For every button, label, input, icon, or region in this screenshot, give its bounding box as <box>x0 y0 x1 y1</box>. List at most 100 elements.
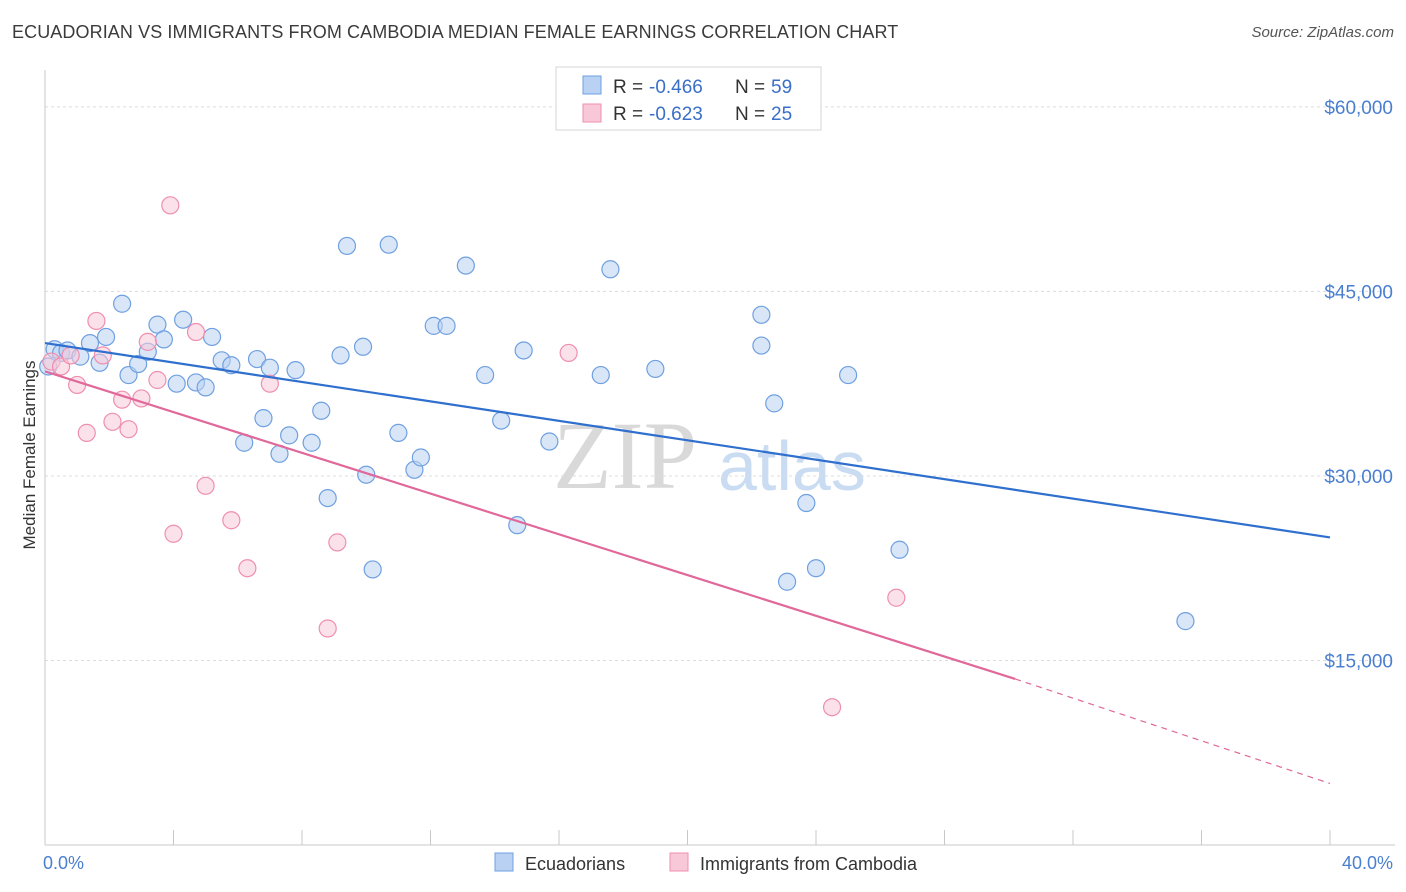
data-point <box>318 488 337 508</box>
data-point <box>77 423 96 442</box>
legend-r-label-1: R = <box>613 77 643 98</box>
data-point <box>514 341 533 360</box>
data-point <box>379 235 398 254</box>
data-point <box>222 511 241 530</box>
data-point <box>93 346 112 365</box>
data-point <box>839 365 858 385</box>
data-point <box>302 433 321 452</box>
data-point <box>138 332 157 351</box>
data-point <box>238 559 257 578</box>
data-point <box>312 401 331 420</box>
y-tick-label-1: $30,000 <box>1324 467 1393 488</box>
data-point <box>389 423 408 442</box>
data-point <box>96 327 116 347</box>
data-point <box>492 411 511 430</box>
chart-title: ECUADORIAN VS IMMIGRANTS FROM CAMBODIA M… <box>12 22 899 42</box>
legend-r-value-1: -0.466 <box>649 77 703 98</box>
bottom-legend-label-ecuadorians: Ecuadorians <box>525 854 625 874</box>
x-tick-label-min: 0.0% <box>43 853 84 873</box>
axes <box>44 70 1395 846</box>
legend-r-value-2: -0.623 <box>649 104 703 125</box>
data-point <box>103 412 122 431</box>
data-point <box>797 493 816 513</box>
data-point <box>254 409 273 428</box>
legend-swatch-ecuadorians <box>582 75 602 95</box>
data-point <box>765 394 784 413</box>
data-point <box>164 524 183 543</box>
data-point <box>337 236 357 256</box>
data-point <box>890 540 909 559</box>
data-point <box>752 336 771 355</box>
data-point <box>202 327 222 347</box>
data-point <box>328 533 347 552</box>
legend-r-label-2: R = <box>613 104 643 125</box>
y-tick-label-3: $60,000 <box>1324 98 1393 119</box>
y-tick-labels: $15,000 $30,000 $45,000 $60,000 <box>1324 98 1393 673</box>
data-point <box>196 378 215 397</box>
bottom-legend-label-cambodia: Immigrants from Cambodia <box>700 854 918 874</box>
data-point <box>174 310 193 329</box>
data-point <box>601 260 620 279</box>
data-point <box>161 196 180 215</box>
data-point <box>646 359 665 379</box>
trend-line-cambodia <box>44 370 1016 680</box>
bottom-legend-swatch-cambodia <box>669 852 689 872</box>
data-point <box>1176 612 1195 631</box>
data-point <box>119 420 138 439</box>
data-point <box>777 572 797 591</box>
data-point <box>353 337 373 356</box>
data-point <box>260 358 279 377</box>
data-point <box>286 361 305 380</box>
legend-n-label-2: N = <box>735 104 765 125</box>
data-point <box>540 432 559 451</box>
watermark-zip: ZIP <box>553 402 697 509</box>
legend-swatch-cambodia <box>582 103 602 123</box>
legend-n-label-1: N = <box>735 77 765 98</box>
data-point <box>186 322 206 342</box>
x-tick-labels: 0.0% 40.0% <box>43 853 1393 873</box>
series-ecuadorians-points <box>39 235 1195 631</box>
data-point <box>87 311 106 331</box>
data-point <box>411 448 430 467</box>
data-point <box>752 305 771 324</box>
legend-n-value-1: 59 <box>771 77 792 98</box>
y-tick-label-2: $45,000 <box>1324 282 1393 303</box>
data-point <box>363 560 382 579</box>
grid-lines <box>45 106 1395 661</box>
data-point <box>129 354 148 374</box>
data-point <box>80 333 100 353</box>
x-tick-label-max: 40.0% <box>1342 853 1393 873</box>
data-point <box>456 256 475 275</box>
data-point <box>61 346 80 365</box>
data-point <box>148 370 167 390</box>
data-point <box>154 330 173 349</box>
legend-top: R = -0.466 N = 59 R = -0.623 N = 25 <box>555 66 822 131</box>
y-axis-label: Median Female Earnings <box>20 361 39 550</box>
source-credit: Source: ZipAtlas.com <box>1251 24 1394 41</box>
legend-bottom: Ecuadorians Immigrants from Cambodia <box>494 852 918 874</box>
data-point <box>112 294 132 313</box>
data-point <box>476 365 495 385</box>
data-point <box>196 476 215 495</box>
trend-line-extension-cambodia <box>1014 678 1331 785</box>
data-point <box>167 374 186 393</box>
data-point <box>260 374 279 393</box>
data-point <box>591 365 610 385</box>
data-point <box>887 588 906 607</box>
data-point <box>559 343 578 363</box>
data-point <box>280 426 299 445</box>
bottom-legend-swatch-ecuadorians <box>494 852 514 872</box>
data-point <box>806 559 826 578</box>
data-point <box>331 346 350 365</box>
data-point <box>508 516 527 535</box>
legend-n-value-2: 25 <box>771 104 792 125</box>
data-point <box>437 316 456 335</box>
data-point <box>318 619 337 638</box>
data-point <box>247 349 267 369</box>
trend-line-ecuadorians <box>44 342 1331 539</box>
data-point <box>357 465 376 484</box>
data-point <box>222 356 241 375</box>
y-tick-label-0: $15,000 <box>1324 651 1393 672</box>
watermark-atlas: atlas <box>718 427 866 505</box>
